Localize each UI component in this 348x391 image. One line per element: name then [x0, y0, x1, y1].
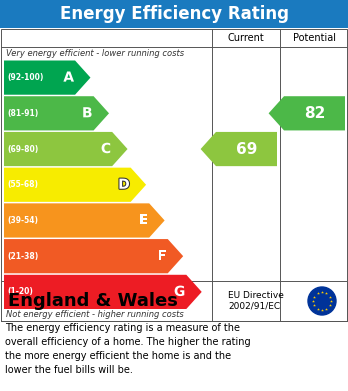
Polygon shape — [4, 96, 109, 131]
Text: Current: Current — [228, 33, 264, 43]
Text: England & Wales: England & Wales — [8, 292, 178, 310]
Polygon shape — [200, 132, 277, 166]
Text: 69: 69 — [236, 142, 257, 156]
Text: (1-20): (1-20) — [7, 287, 33, 296]
Text: F: F — [157, 249, 167, 263]
Polygon shape — [4, 168, 146, 202]
Text: E: E — [139, 213, 148, 228]
Text: Very energy efficient - lower running costs: Very energy efficient - lower running co… — [6, 49, 184, 58]
Text: Energy Efficiency Rating: Energy Efficiency Rating — [60, 5, 288, 23]
Text: Not energy efficient - higher running costs: Not energy efficient - higher running co… — [6, 310, 184, 319]
Polygon shape — [4, 203, 165, 238]
Circle shape — [308, 287, 336, 315]
Text: EU Directive
2002/91/EC: EU Directive 2002/91/EC — [228, 291, 284, 311]
Text: (69-80): (69-80) — [7, 145, 38, 154]
Polygon shape — [4, 61, 90, 95]
Text: 82: 82 — [304, 106, 325, 121]
Text: (92-100): (92-100) — [7, 73, 44, 82]
Polygon shape — [269, 96, 345, 131]
Text: B: B — [82, 106, 93, 120]
Text: The energy efficiency rating is a measure of the
overall efficiency of a home. T: The energy efficiency rating is a measur… — [5, 323, 251, 375]
Text: (39-54): (39-54) — [7, 216, 38, 225]
Text: (81-91): (81-91) — [7, 109, 38, 118]
Polygon shape — [4, 239, 183, 273]
Text: (55-68): (55-68) — [7, 180, 38, 189]
Bar — [1, 29, 347, 321]
Text: (21-38): (21-38) — [7, 252, 38, 261]
Text: A: A — [63, 71, 74, 84]
Text: C: C — [101, 142, 111, 156]
Text: Potential: Potential — [293, 33, 335, 43]
Bar — [1, 281, 347, 321]
Text: G: G — [174, 285, 185, 299]
Text: D: D — [118, 178, 130, 192]
Polygon shape — [4, 275, 202, 309]
Polygon shape — [4, 132, 128, 166]
Bar — [0, 0, 348, 28]
